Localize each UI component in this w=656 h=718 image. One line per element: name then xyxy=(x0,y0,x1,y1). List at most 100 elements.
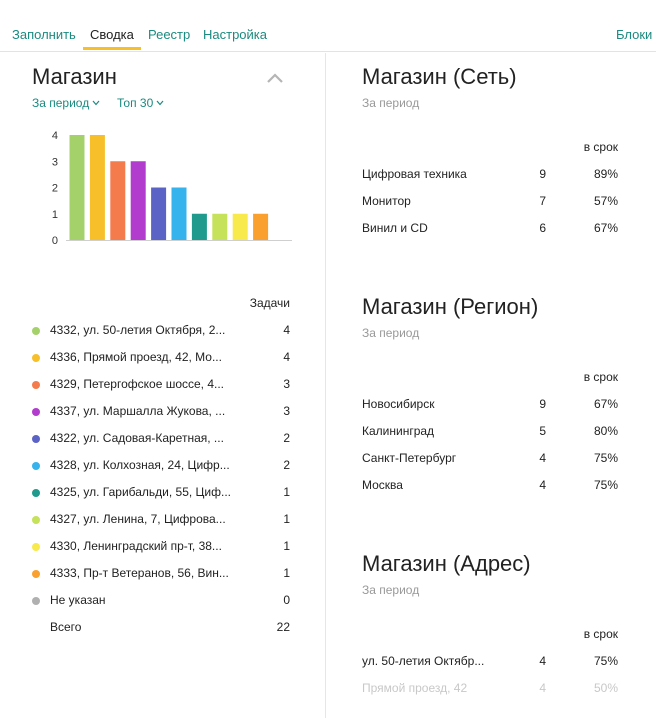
row-count: 7 xyxy=(539,194,546,208)
legend-dot xyxy=(32,381,40,389)
row-percent: 75% xyxy=(593,654,618,668)
legend-dot xyxy=(32,570,40,578)
row-percent: 80% xyxy=(593,424,618,438)
row-percent: 57% xyxy=(593,194,618,208)
panel-title: Магазин xyxy=(32,64,117,89)
table-row[interactable]: ул. 50-летия Октябр... 4 75% xyxy=(362,654,622,674)
tab-fill[interactable]: Заполнить xyxy=(12,27,76,42)
chevron-down-icon xyxy=(156,100,164,106)
list-item[interactable]: 4328, ул. Колхозная, 24, Цифр... 2 xyxy=(32,456,292,483)
legend-dot xyxy=(32,489,40,497)
list-item-name: 4330, Ленинградский пр-т, 38... xyxy=(50,539,222,553)
table-row[interactable]: Цифровая техника 9 89% xyxy=(362,167,622,187)
table-row[interactable]: Новосибирск 9 67% xyxy=(362,397,622,417)
section-period[interactable]: За период xyxy=(362,326,420,340)
list-item-value: 0 xyxy=(283,593,290,607)
list-item-value: 4 xyxy=(283,323,290,337)
bar[interactable] xyxy=(130,161,146,240)
section-title: Магазин (Сеть) xyxy=(362,64,517,89)
table-row[interactable]: Санкт-Петербург 4 75% xyxy=(362,451,622,471)
row-count: 4 xyxy=(539,681,546,695)
list-item-value: 1 xyxy=(283,485,290,499)
tab-summary[interactable]: Сводка xyxy=(90,27,134,42)
panel-divider xyxy=(325,53,326,718)
top-filter[interactable]: Топ 30 xyxy=(117,96,164,110)
list-item-value: 3 xyxy=(283,377,290,391)
list-item[interactable]: 4332, ул. 50-летия Октября, 2... 4 xyxy=(32,321,292,348)
row-name: Винил и CD xyxy=(362,221,428,235)
row-name: Цифровая техника xyxy=(362,167,467,181)
bar[interactable] xyxy=(171,187,187,241)
row-percent: 67% xyxy=(593,221,618,235)
list-item-name: 4336, Прямой проезд, 42, Мо... xyxy=(50,350,222,364)
table-row[interactable]: Прямой проезд, 42 4 50% xyxy=(362,681,622,701)
list-item[interactable]: 4327, ул. Ленина, 7, Цифрова... 1 xyxy=(32,510,292,537)
top-tab-bar: Заполнить Сводка Реестр Настройка Блоки xyxy=(0,0,656,52)
tab-settings[interactable]: Настройка xyxy=(203,27,267,42)
row-name: Калининград xyxy=(362,424,435,438)
list-item-name: 4332, ул. 50-летия Октября, 2... xyxy=(50,323,226,337)
list-item-value: 4 xyxy=(283,350,290,364)
y-tick-label: 3 xyxy=(52,156,58,168)
section-title: Магазин (Адрес) xyxy=(362,551,531,576)
top-filter-label: Топ 30 xyxy=(117,96,154,110)
list-item[interactable]: 4337, ул. Маршалла Жукова, ... 3 xyxy=(32,402,292,429)
section-period[interactable]: За период xyxy=(362,583,420,597)
chevron-down-icon xyxy=(92,100,100,106)
list-item[interactable]: 4336, Прямой проезд, 42, Мо... 4 xyxy=(32,348,292,375)
row-name: Прямой проезд, 42 xyxy=(362,681,468,695)
table-row[interactable]: Монитор 7 57% xyxy=(362,194,622,214)
period-filter-label: За период xyxy=(32,96,90,110)
bar[interactable] xyxy=(232,213,248,240)
period-filter[interactable]: За период xyxy=(32,96,100,110)
bar[interactable] xyxy=(212,213,228,240)
bar[interactable] xyxy=(191,213,207,240)
list-item-name: 4325, ул. Гарибальди, 55, Циф... xyxy=(50,485,232,499)
table-row[interactable]: Винил и CD 6 67% xyxy=(362,221,622,241)
total-label: Всего xyxy=(50,620,82,634)
tab-registry[interactable]: Реестр xyxy=(148,27,191,42)
blocks-link[interactable]: Блоки xyxy=(616,27,653,42)
list-item-value: 3 xyxy=(283,404,290,418)
list-item[interactable]: 4330, Ленинградский пр-т, 38... 1 xyxy=(32,537,292,564)
row-name: ул. 50-летия Октябр... xyxy=(362,654,485,668)
row-percent: 67% xyxy=(593,397,618,411)
y-tick-label: 1 xyxy=(52,209,58,221)
bar[interactable] xyxy=(110,161,126,240)
row-count: 4 xyxy=(539,478,546,492)
legend-dot xyxy=(32,435,40,443)
list-item[interactable]: 4325, ул. Гарибальди, 55, Циф... 1 xyxy=(32,483,292,510)
bar[interactable] xyxy=(69,135,85,240)
y-tick-label: 4 xyxy=(52,130,58,142)
list-item-name: 4322, ул. Садовая-Каретная, ... xyxy=(50,431,224,445)
legend-dot xyxy=(32,597,40,605)
list-item-name: 4327, ул. Ленина, 7, Цифрова... xyxy=(50,512,226,526)
y-tick-label: 0 xyxy=(52,235,58,246)
list-item[interactable]: 4329, Петергофское шоссе, 4... 3 xyxy=(32,375,292,402)
bar[interactable] xyxy=(151,187,167,241)
list-item[interactable]: 4322, ул. Садовая-Каретная, ... 2 xyxy=(32,429,292,456)
chevron-up-icon[interactable] xyxy=(265,70,285,86)
section-period[interactable]: За период xyxy=(362,96,420,110)
list-item[interactable]: Не указан 0 xyxy=(32,591,292,618)
list-item-value: 2 xyxy=(283,458,290,472)
table-row[interactable]: Калининград 5 80% xyxy=(362,424,622,444)
row-name: Санкт-Петербург xyxy=(362,451,457,465)
row-count: 9 xyxy=(539,397,546,411)
on-time-column-header: в срок xyxy=(583,370,618,384)
legend-dot xyxy=(32,462,40,470)
on-time-column-header: в срок xyxy=(583,140,618,154)
table-row[interactable]: Москва 4 75% xyxy=(362,478,622,498)
tasks-column-header: Задачи xyxy=(249,296,290,310)
list-item[interactable]: 4333, Пр-т Ветеранов, 56, Вин... 1 xyxy=(32,564,292,591)
bar[interactable] xyxy=(253,213,269,240)
list-item-value: 1 xyxy=(283,539,290,553)
row-count: 5 xyxy=(539,424,546,438)
legend-dot xyxy=(32,516,40,524)
row-count: 6 xyxy=(539,221,546,235)
row-count: 4 xyxy=(539,451,546,465)
bar[interactable] xyxy=(89,135,105,240)
row-percent: 89% xyxy=(593,167,618,181)
row-name: Монитор xyxy=(362,194,411,208)
row-count: 9 xyxy=(539,167,546,181)
